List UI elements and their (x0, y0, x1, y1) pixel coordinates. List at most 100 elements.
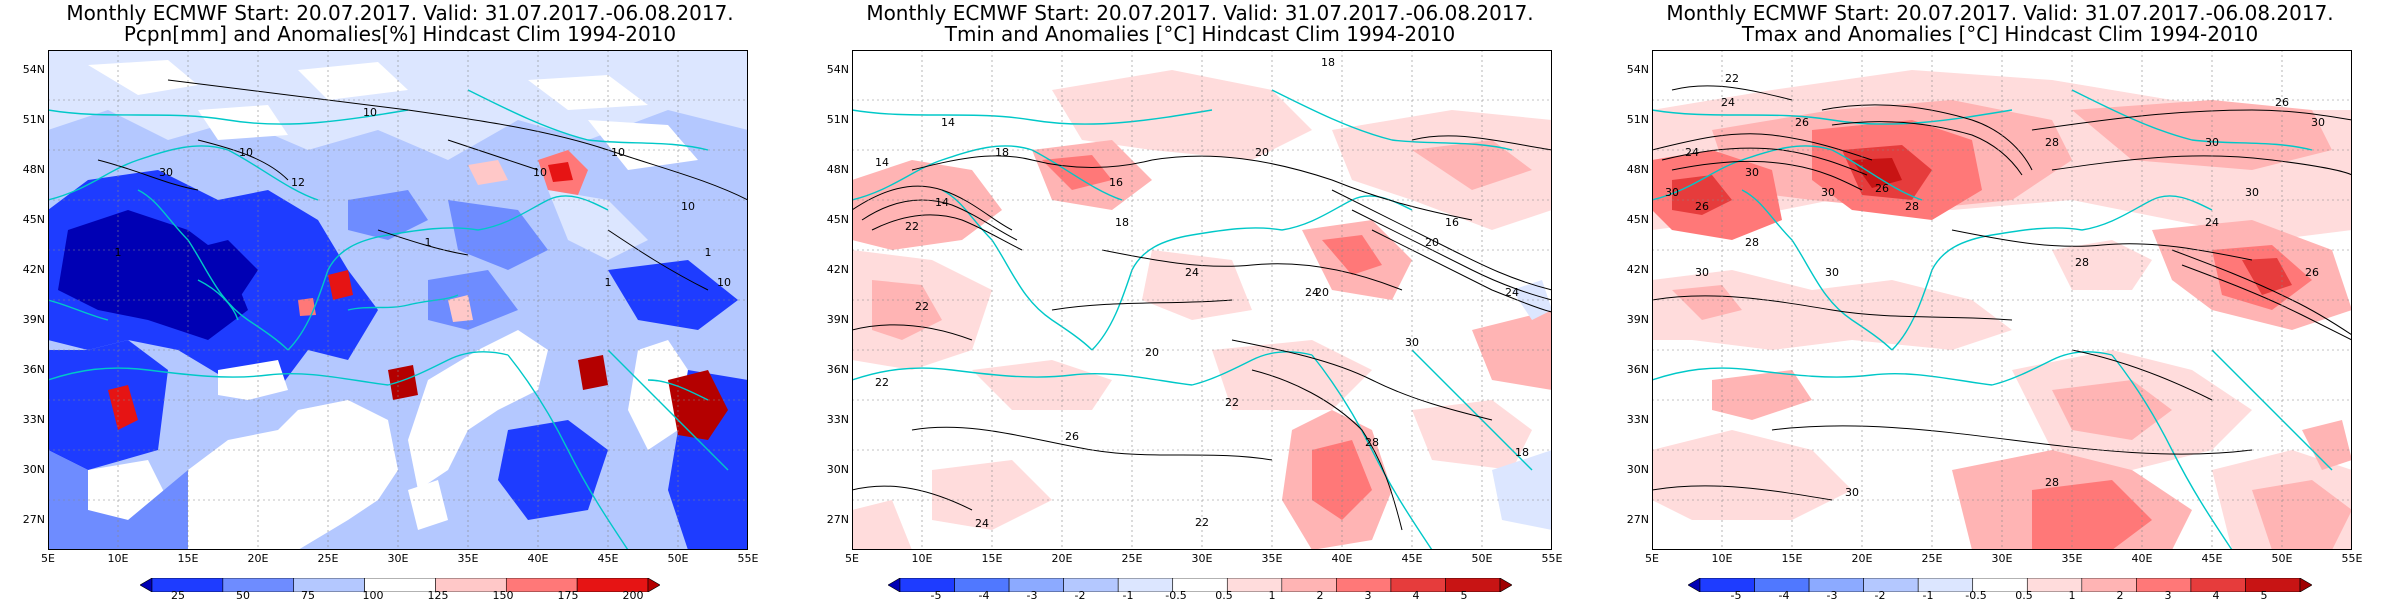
lat-label: 42N (826, 263, 849, 276)
contour-label: 10 (717, 276, 731, 289)
lon-label: 5E (845, 552, 859, 565)
contour-label: 28 (2045, 136, 2059, 149)
lat-label: 51N (22, 113, 45, 126)
contour-label: 10 (363, 106, 377, 119)
tmin-map: 14 14 18 18 16 20 14 22 24 20 18 22 24 1… (852, 50, 1552, 550)
contour-label: 26 (1875, 182, 1889, 195)
contour-label: 20 (1315, 286, 1329, 299)
contour-label: 28 (1745, 236, 1759, 249)
contour-label: 30 (159, 166, 173, 179)
contour-label: 10 (239, 146, 253, 159)
colorbar-tick: 125 (427, 589, 449, 602)
contour-label: 24 (2205, 216, 2219, 229)
contour-label: 30 (1845, 486, 1859, 499)
lon-label: 30E (387, 552, 409, 565)
lon-label: 10E (911, 552, 933, 565)
lat-label: 39N (22, 313, 45, 326)
colorbar-tick: 25 (171, 589, 185, 602)
lon-label: 20E (247, 552, 269, 565)
contour-label: 30 (1825, 266, 1839, 279)
lon-label: 40E (527, 552, 549, 565)
contour-label: 12 (291, 176, 305, 189)
contour-label: 18 (995, 146, 1009, 159)
colorbar-tick: -4 (1778, 589, 1790, 602)
tmin-colorbar (888, 578, 1512, 592)
lat-label: 51N (1626, 113, 1649, 126)
contour-label: 22 (1195, 516, 1209, 529)
lon-label: 30E (1991, 552, 2013, 565)
colorbar-tick: 2 (1316, 589, 1324, 602)
colorbar-tick: 50 (236, 589, 250, 602)
contour-label: 22 (1225, 396, 1239, 409)
contour-label: 28 (1905, 200, 1919, 213)
contour-label: 16 (1445, 216, 1459, 229)
colorbar-tick: -4 (978, 589, 990, 602)
contour-label: 28 (2075, 256, 2089, 269)
colorbar-tick: 200 (622, 589, 644, 602)
lon-label: 40E (1331, 552, 1353, 565)
colorbar-tick: 1 (2068, 589, 2076, 602)
contour-label: 24 (1685, 146, 1699, 159)
contour-label: 24 (1505, 286, 1519, 299)
colorbar-tick: -2 (1874, 589, 1886, 602)
contour-label: 14 (941, 116, 955, 129)
contour-label: 14 (875, 156, 889, 169)
colorbar-tick: -5 (930, 589, 942, 602)
lat-label: 27N (22, 513, 45, 526)
lat-label: 30N (1626, 463, 1649, 476)
colorbar-tick: -2 (1074, 589, 1086, 602)
contour-label: 28 (2045, 476, 2059, 489)
contour-label: 20 (1145, 346, 1159, 359)
panel-title-line2: Tmin and Anomalies [°C] Hindcast Clim 19… (944, 22, 1456, 46)
colorbar-tick: 2 (2116, 589, 2124, 602)
lat-label: 39N (826, 313, 849, 326)
lat-label: 30N (22, 463, 45, 476)
lat-label: 48N (826, 163, 849, 176)
panel-title-line1: Monthly ECMWF Start: 20.07.2017. Valid: … (66, 1, 734, 25)
lat-label: 36N (1626, 363, 1649, 376)
lat-label: 48N (1626, 163, 1649, 176)
colorbar-segment (1688, 578, 1701, 592)
contour-label: 10 (681, 200, 695, 213)
contour-label: 18 (1321, 56, 1335, 69)
colorbar-tick: 150 (492, 589, 514, 602)
colorbar-tick: -3 (1826, 589, 1838, 602)
colorbar-segment (140, 578, 153, 592)
colorbar-tick: 5 (2260, 589, 2268, 602)
lon-label: 10E (107, 552, 129, 565)
colorbar-tick: 1 (1268, 589, 1276, 602)
colorbar-tick: -0.5 (1965, 589, 1987, 602)
colorbar-tick: 4 (2212, 589, 2220, 602)
contour-label: 28 (1365, 436, 1379, 449)
contour-label: 26 (1795, 116, 1809, 129)
lat-label: 39N (1626, 313, 1649, 326)
contour-label: 30 (2205, 136, 2219, 149)
contour-label: 20 (1425, 236, 1439, 249)
colorbar-tick: 175 (557, 589, 579, 602)
lon-label: 45E (1401, 552, 1423, 565)
lat-label: 48N (22, 163, 45, 176)
colorbar-segment (1499, 578, 1512, 592)
contour-label: 18 (1515, 446, 1529, 459)
lat-label: 27N (826, 513, 849, 526)
contour-label: 30 (2245, 186, 2259, 199)
contour-label: 1 (115, 246, 122, 259)
precip-map: 10 10 10 30 12 1 10 1 10 1 1 10 (48, 50, 748, 550)
contour-label: 24 (1305, 286, 1319, 299)
lat-label: 27N (1626, 513, 1649, 526)
contour-label: 26 (1695, 200, 1709, 213)
lon-label: 5E (1645, 552, 1659, 565)
lon-label: 35E (457, 552, 479, 565)
tmax-colorbar (1688, 578, 2312, 592)
lat-label: 54N (22, 63, 45, 76)
contour-label: 30 (1821, 186, 1835, 199)
lat-label: 42N (1626, 263, 1649, 276)
contour-label: 22 (915, 300, 929, 313)
lon-label: 20E (1851, 552, 1873, 565)
lon-label: 50E (2271, 552, 2293, 565)
lat-label: 45N (826, 213, 849, 226)
contour-label: 20 (1255, 146, 1269, 159)
colorbar-segment (2299, 578, 2312, 592)
contour-label: 30 (1695, 266, 1709, 279)
panel-tmax: Monthly ECMWF Start: 20.07.2017. Valid: … (1600, 0, 2400, 602)
